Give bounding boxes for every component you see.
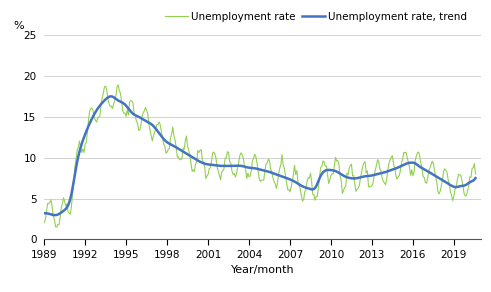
Unemployment rate xyxy=(121,112,127,115)
Unemployment rate, trend xyxy=(300,185,305,188)
Legend: Unemployment rate, Unemployment rate, trend: Unemployment rate, Unemployment rate, tr… xyxy=(165,12,467,22)
Unemployment rate, trend xyxy=(41,211,47,215)
Unemployment rate, trend xyxy=(374,173,380,176)
Unemployment rate xyxy=(363,171,369,175)
Unemployment rate xyxy=(281,167,287,170)
Unemployment rate xyxy=(115,83,121,87)
Unemployment rate, trend xyxy=(109,95,114,98)
Unemployment rate xyxy=(236,160,242,163)
Text: %: % xyxy=(14,21,24,31)
Unemployment rate xyxy=(300,199,305,203)
Unemployment rate xyxy=(54,225,59,229)
Unemployment rate, trend xyxy=(236,164,242,167)
Line: Unemployment rate, trend: Unemployment rate, trend xyxy=(44,96,475,215)
Unemployment rate, trend xyxy=(472,176,478,180)
Unemployment rate xyxy=(472,172,478,176)
Unemployment rate, trend xyxy=(281,175,287,179)
X-axis label: Year/month: Year/month xyxy=(231,265,295,275)
Line: Unemployment rate: Unemployment rate xyxy=(44,85,475,227)
Unemployment rate, trend xyxy=(363,174,369,178)
Unemployment rate xyxy=(41,221,47,225)
Unemployment rate xyxy=(374,164,380,167)
Unemployment rate, trend xyxy=(121,102,127,105)
Unemployment rate, trend xyxy=(52,213,57,217)
